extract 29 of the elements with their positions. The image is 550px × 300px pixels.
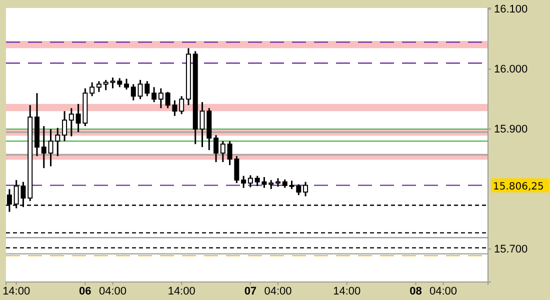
candlestick bbox=[90, 82, 95, 97]
x-tick-label: 14:00 bbox=[333, 286, 361, 298]
candlestick bbox=[62, 110, 68, 142]
x-tick-label: 04:00 bbox=[98, 286, 126, 298]
y-tick-label: 15.900 bbox=[494, 124, 528, 136]
x-tick-label: 14:00 bbox=[2, 286, 30, 298]
candlestick bbox=[124, 78, 129, 90]
y-tick-label: 15.700 bbox=[494, 244, 528, 256]
x-tick-label: 04:00 bbox=[429, 286, 458, 298]
candlestick bbox=[248, 174, 253, 188]
x-tick-label: 08 bbox=[410, 286, 422, 298]
candlestick bbox=[68, 107, 74, 138]
y-tick-label: 16.100 bbox=[494, 4, 528, 16]
x-tick-label: 06 bbox=[79, 286, 92, 298]
candlestick bbox=[303, 181, 308, 198]
candlestick bbox=[214, 134, 219, 163]
x-tick-label: 14:00 bbox=[168, 286, 196, 298]
candlestick bbox=[152, 86, 157, 103]
x-tick-label: 04:00 bbox=[264, 286, 292, 298]
candlestick bbox=[241, 175, 246, 189]
candlestick bbox=[96, 80, 102, 93]
candlestick bbox=[179, 95, 184, 115]
candlestick bbox=[41, 125, 46, 169]
candlestick bbox=[158, 88, 164, 109]
candlestick bbox=[220, 140, 226, 163]
ref-line-label: 15.806,25 bbox=[493, 181, 544, 192]
y-tick-label: 16.000 bbox=[494, 64, 528, 76]
candlestick bbox=[130, 83, 136, 102]
x-tick-label: 07 bbox=[244, 286, 257, 298]
